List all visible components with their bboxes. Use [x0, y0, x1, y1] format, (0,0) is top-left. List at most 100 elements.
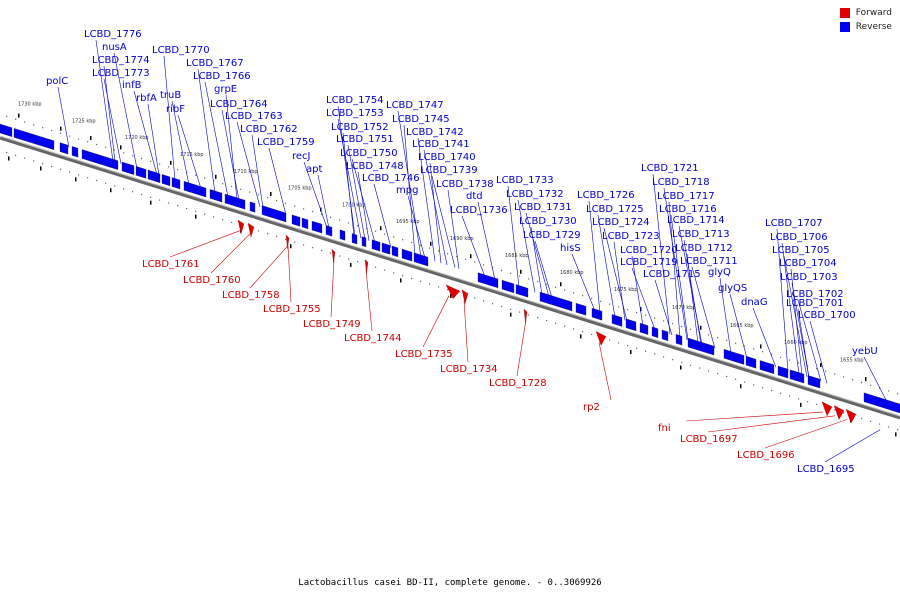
tick-dot	[159, 163, 161, 165]
tick-dot	[708, 334, 710, 336]
tick-dot	[609, 339, 611, 341]
tick-dot	[735, 378, 737, 380]
leader-line	[598, 342, 612, 401]
reverse-gene-block	[651, 326, 659, 338]
forward-gene-label: LCBD_1761	[142, 259, 200, 270]
tick-mark	[865, 377, 867, 382]
gene-leader-lines	[57, 39, 888, 463]
reverse-gene-label: LCBD_1711	[680, 256, 738, 267]
tick-dot	[429, 283, 431, 285]
reverse-gene-label: dtd	[466, 191, 483, 202]
tick-dot	[627, 345, 629, 347]
reverse-gene-block	[401, 248, 413, 262]
tick-dot	[510, 272, 512, 274]
leader-line	[447, 189, 460, 269]
tick-dot	[15, 118, 17, 120]
leader-line	[177, 114, 202, 189]
tick-dot	[483, 300, 485, 302]
tick-dot	[204, 213, 206, 215]
scale-tick-label: 1725 kbp	[72, 118, 96, 124]
leader-line	[103, 65, 116, 162]
tick-dot	[141, 193, 143, 196]
tick-dot	[501, 305, 503, 308]
forward-gene-block	[285, 234, 290, 249]
reverse-gene-label: LCBD_1702	[786, 289, 844, 300]
leader-line	[654, 279, 673, 336]
tick-mark	[680, 365, 682, 370]
reverse-gene-label: LCBD_1751	[336, 134, 394, 145]
tick-dot	[438, 250, 440, 252]
tick-dot	[294, 205, 296, 207]
reverse-gene-block	[863, 392, 900, 414]
reverse-gene-label: LCBD_1745	[392, 114, 450, 125]
forward-gene-label: LCBD_1697	[680, 434, 738, 445]
tick-dot	[87, 177, 89, 179]
leader-line	[225, 94, 238, 200]
reverse-gene-block	[81, 149, 119, 170]
leader-line	[303, 161, 328, 228]
reverse-gene-label: grpE	[214, 84, 237, 95]
tick-dot	[834, 409, 836, 411]
reverse-gene-label: LCBD_1733	[496, 175, 554, 186]
forward-gene-label: LCBD_1696	[737, 450, 795, 461]
leader-line	[809, 320, 828, 384]
tick-dot	[744, 381, 746, 383]
tick-dot	[132, 155, 134, 157]
tick-dot	[366, 227, 368, 230]
forward-gene-block	[461, 289, 469, 304]
reverse-gene-label: LCBD_1718	[652, 177, 710, 188]
tick-dot	[285, 202, 287, 204]
tick-mark	[120, 145, 122, 150]
tick-dot	[852, 379, 854, 381]
leader-line	[103, 78, 122, 164]
tick-dot	[168, 166, 170, 168]
tick-dot	[510, 308, 512, 310]
tick-mark	[170, 160, 172, 165]
tick-dot	[78, 174, 80, 176]
tick-dot	[384, 269, 386, 271]
tick-dot	[78, 138, 80, 140]
tick-dot	[69, 135, 71, 137]
tick-dot	[123, 188, 125, 190]
reverse-gene-block	[13, 128, 55, 151]
reverse-gene-block	[789, 369, 805, 384]
tick-mark	[270, 192, 272, 196]
tick-dot	[501, 269, 503, 272]
leader-line	[210, 233, 251, 274]
tick-dot	[546, 283, 548, 286]
reverse-gene-label: nusA	[102, 42, 127, 53]
leader-line	[417, 137, 436, 262]
tick-dot	[231, 221, 233, 224]
tick-dot	[654, 353, 656, 355]
tick-dot	[132, 191, 134, 193]
leader-line	[571, 253, 596, 312]
reverse-gene-block	[325, 225, 333, 237]
reverse-gene-label: LCBD_1726	[577, 190, 635, 201]
forward-gene-block	[331, 248, 336, 264]
leader-line	[317, 174, 330, 229]
tick-dot	[744, 345, 746, 347]
tick-dot	[636, 311, 638, 314]
reverse-gene-label: LCBD_1705	[772, 245, 830, 256]
tick-dot	[636, 347, 638, 350]
leader-line	[517, 199, 536, 293]
leader-line	[652, 173, 671, 335]
tick-dot	[708, 370, 710, 372]
reverse-gene-block	[224, 193, 246, 210]
leader-line	[95, 39, 114, 162]
scale-tick-label: 1655 kbp	[840, 357, 864, 363]
scale-tick-label: 1715 kbp	[180, 152, 204, 158]
reverse-gene-label: LCBD_1703	[780, 272, 838, 283]
tick-dot	[519, 275, 521, 277]
reverse-gene-block	[351, 233, 358, 245]
tick-dot	[762, 351, 764, 353]
tick-dot	[429, 247, 431, 249]
reverse-gene-label: LCBD_1773	[92, 68, 150, 79]
reverse-gene-label: LCBD_1706	[770, 232, 828, 243]
reverse-gene-block	[381, 242, 391, 255]
reverse-gene-block	[249, 201, 256, 213]
reverse-gene-label: LCBD_1770	[152, 45, 210, 56]
scale-tick-label: 1695 kbp	[396, 219, 420, 225]
gene-features	[0, 123, 900, 424]
tick-dot	[564, 325, 566, 327]
